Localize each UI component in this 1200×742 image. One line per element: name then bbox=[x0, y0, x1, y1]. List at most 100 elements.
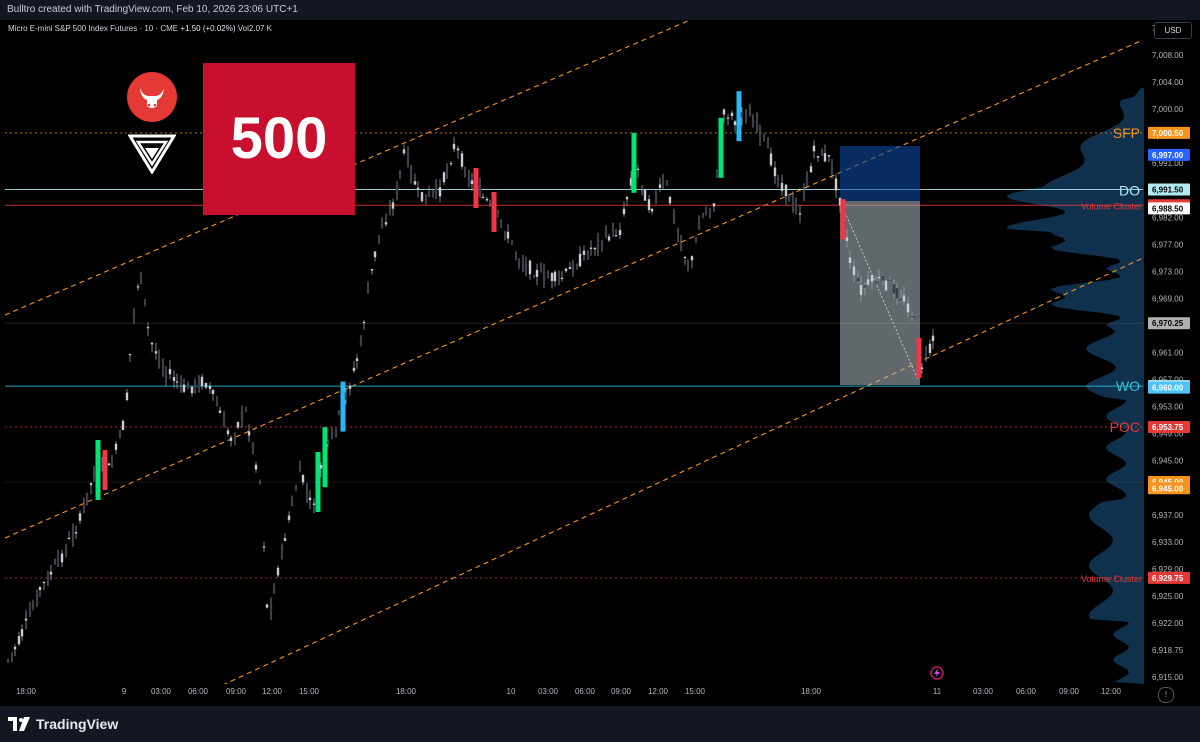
candle-body bbox=[593, 247, 597, 250]
candle-body bbox=[798, 213, 802, 215]
candle-body bbox=[636, 168, 640, 170]
candle-body bbox=[287, 515, 291, 520]
candle-body bbox=[312, 503, 316, 505]
candle-body bbox=[467, 175, 471, 180]
candle-body bbox=[575, 265, 579, 269]
candle-body bbox=[247, 431, 251, 436]
candle-body bbox=[13, 646, 17, 650]
price-tag-label: 6,929.75 bbox=[1152, 574, 1184, 583]
candle-body bbox=[589, 247, 593, 249]
candle-body bbox=[740, 112, 744, 118]
candle-body bbox=[722, 109, 726, 115]
candle-body bbox=[251, 443, 255, 448]
trade-path-line bbox=[839, 200, 919, 381]
price-tag bbox=[1148, 202, 1190, 215]
candle-body bbox=[226, 430, 230, 435]
symbol-line[interactable]: Micro E-mini S&P 500 Index Futures · 10 … bbox=[8, 24, 179, 33]
candle-body bbox=[521, 263, 525, 266]
candle-body bbox=[888, 279, 892, 281]
candle-body bbox=[816, 156, 820, 158]
candle-body bbox=[683, 256, 687, 258]
candle-body bbox=[362, 321, 366, 324]
candle-body bbox=[143, 299, 147, 301]
candle-body bbox=[114, 443, 118, 450]
candles bbox=[6, 91, 935, 663]
candle-body bbox=[262, 546, 266, 548]
y-tick-label: 6,933.00 bbox=[1152, 538, 1184, 547]
brand-mark-icon bbox=[128, 134, 176, 174]
x-tick-label: 06:00 bbox=[1016, 687, 1037, 696]
candle-body bbox=[46, 574, 50, 584]
price-tag bbox=[1148, 148, 1190, 161]
candle-body bbox=[614, 235, 618, 237]
price-tag bbox=[1148, 317, 1190, 330]
candle-body bbox=[539, 269, 543, 272]
x-tick-label: 15:00 bbox=[685, 687, 706, 696]
candle-body bbox=[715, 175, 719, 177]
candle-body bbox=[611, 228, 615, 231]
candle-body bbox=[665, 183, 669, 185]
candle-body bbox=[197, 380, 201, 389]
candle-body bbox=[730, 112, 734, 116]
candle-body bbox=[571, 263, 575, 273]
candle-body bbox=[431, 190, 435, 194]
candle-body bbox=[452, 143, 456, 150]
candle-body bbox=[211, 389, 215, 394]
candle-body bbox=[647, 199, 651, 210]
candle-body bbox=[506, 231, 510, 239]
candle-body bbox=[629, 178, 633, 186]
candle-body bbox=[125, 392, 129, 401]
x-tick-label: 06:00 bbox=[575, 687, 596, 696]
candle-body bbox=[726, 117, 730, 119]
candle-body bbox=[748, 112, 752, 117]
candle-body bbox=[359, 338, 363, 345]
candle-body bbox=[773, 167, 777, 177]
candle-body bbox=[622, 208, 626, 215]
candle-body bbox=[560, 277, 564, 279]
chart-canvas[interactable]: SFP DO Volume Cluster WO POC Volume Cluster 7,… bbox=[0, 20, 1200, 706]
candle-body bbox=[326, 440, 330, 444]
candle-body bbox=[679, 243, 683, 251]
price-tag-label: 7,000.50 bbox=[1152, 129, 1184, 138]
candle-body bbox=[28, 610, 32, 616]
candle-body bbox=[208, 385, 212, 389]
symbol-legend[interactable]: Micro E-mini S&P 500 Index Futures · 10 … bbox=[8, 24, 272, 33]
candle-body bbox=[298, 464, 302, 472]
sp500-badge: 500 bbox=[203, 63, 355, 215]
warning-icon[interactable]: ! bbox=[1158, 687, 1174, 703]
x-tick-label: 18:00 bbox=[396, 687, 417, 696]
stop-zone-box bbox=[840, 146, 920, 201]
tradingview-logo[interactable]: TradingView bbox=[8, 716, 118, 732]
candle-body bbox=[322, 427, 328, 488]
candle-body bbox=[179, 379, 183, 384]
candle-body bbox=[503, 234, 507, 236]
candle-body bbox=[578, 253, 582, 267]
y-tick-label: 6,945.00 bbox=[1152, 457, 1184, 466]
currency-button[interactable]: USD bbox=[1154, 22, 1192, 39]
chart-pane[interactable]: SFP DO Volume Cluster WO POC Volume Cluster 7,… bbox=[0, 20, 1200, 706]
candle-body bbox=[402, 149, 406, 154]
candle-body bbox=[564, 268, 568, 272]
candle-body bbox=[460, 153, 464, 167]
y-tick-label: 6,982.00 bbox=[1152, 213, 1184, 222]
candle-body bbox=[463, 173, 467, 176]
candle-body bbox=[388, 208, 392, 210]
candle-body bbox=[532, 276, 536, 279]
candle-body bbox=[95, 440, 101, 500]
label-wo: WO bbox=[1116, 378, 1140, 394]
y-tick-label: 6,925.00 bbox=[1152, 592, 1184, 601]
candle-body bbox=[67, 537, 71, 540]
candle-body bbox=[784, 184, 788, 197]
candle-body bbox=[877, 276, 881, 279]
candle-body bbox=[60, 553, 64, 563]
candle-body bbox=[769, 153, 773, 166]
candle-body bbox=[164, 372, 168, 379]
x-tick-label: 15:00 bbox=[299, 687, 320, 696]
candle-body bbox=[766, 143, 770, 148]
candle-body bbox=[736, 91, 742, 142]
price-tag bbox=[1148, 420, 1190, 433]
y-tick-label: 6,937.00 bbox=[1152, 511, 1184, 520]
candle-body bbox=[190, 386, 194, 394]
candle-body bbox=[315, 452, 321, 512]
candle-body bbox=[931, 335, 935, 342]
